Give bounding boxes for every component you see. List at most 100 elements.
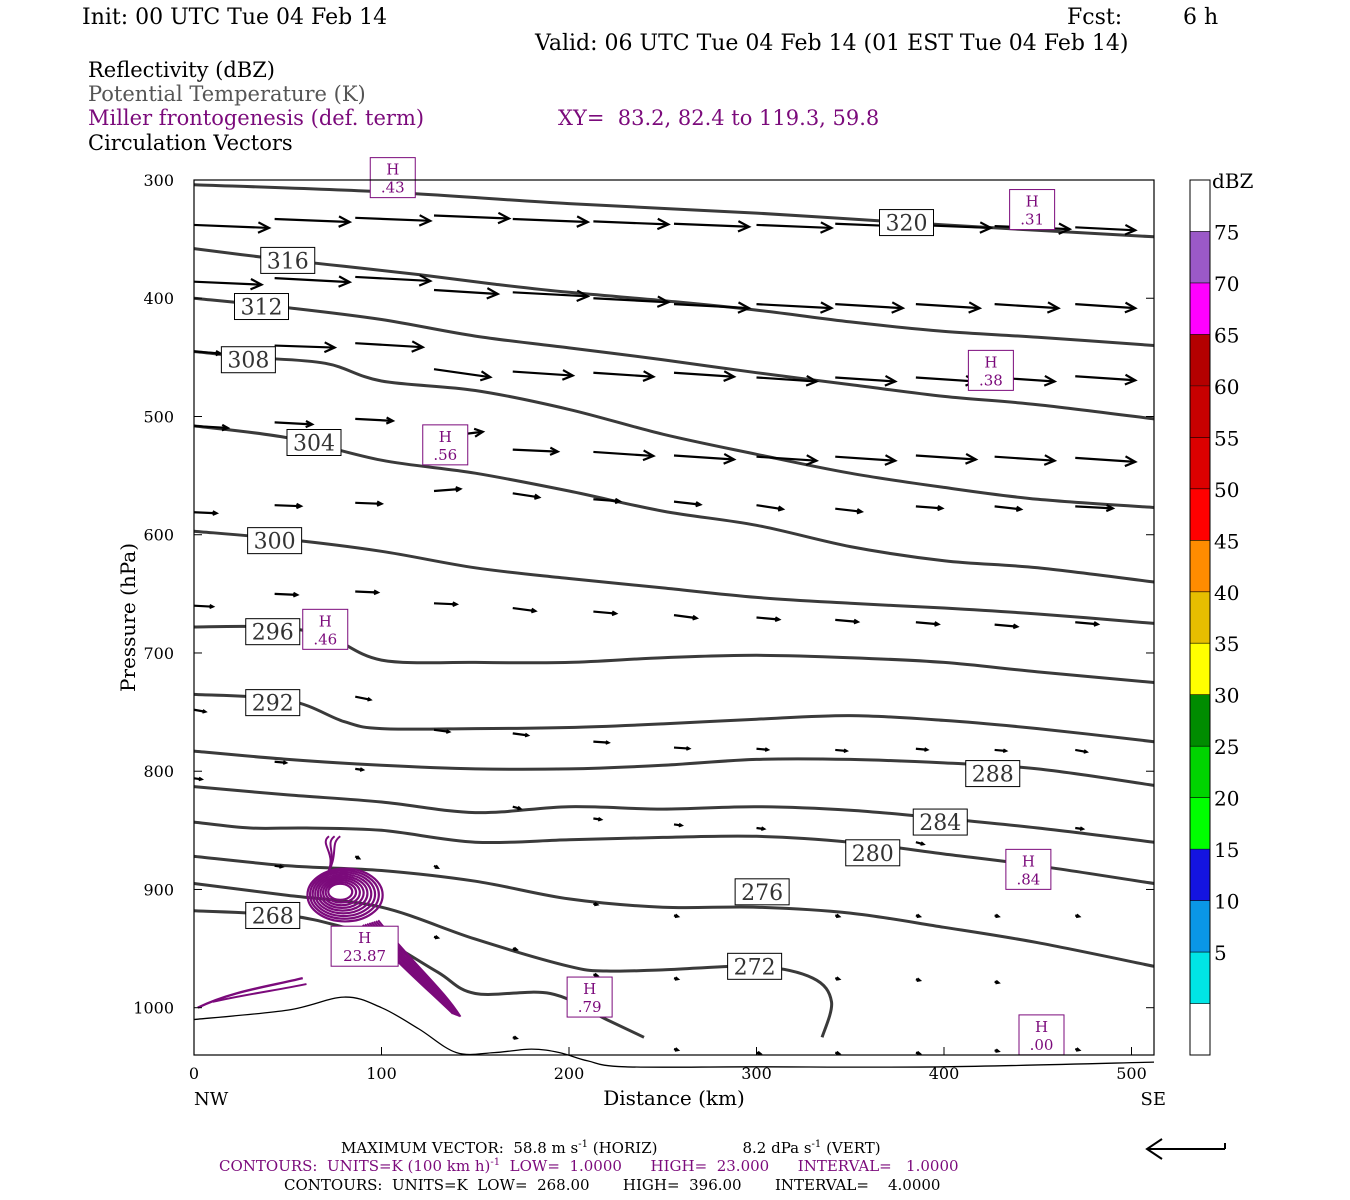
maximum-box [369,157,416,199]
colorbar-tick-label: 35 [1214,632,1239,656]
vector-arrowhead [1075,1047,1082,1052]
vector-arrowhead [473,427,486,438]
vector-arrowhead [853,618,861,625]
vector-arrowhead [843,748,850,754]
vector-arrowhead [376,500,385,507]
maximum-high-label: H [583,980,596,998]
frontogenesis-max-ring [319,877,365,910]
circulation-vector [1075,303,1136,310]
maximum-value-label: .38 [979,371,1003,389]
vector-arrowhead [965,453,979,465]
circulation-vector [673,222,750,228]
theta-label-box [245,618,301,646]
theta-label-box [220,346,276,374]
colorbar-tick-label: 5 [1214,941,1227,965]
vector-arrowhead [593,901,600,907]
legend-circulation-vectors: Circulation Vectors [88,131,293,155]
x-tick-label: 100 [366,1064,397,1083]
vector-arrowhead [530,607,538,614]
theta-label-text: 276 [741,881,783,906]
vector-arrowhead [338,275,353,288]
vector-arrowhead [455,486,463,493]
theta-contour-info: CONTOURS: UNITS=K LOW= 268.00 HIGH= 396.… [284,1176,941,1194]
vector-arrowhead [373,589,381,596]
theta-label-text: 272 [734,955,776,980]
vector-arrowhead [212,510,220,516]
theta-label-300: 300 [247,527,303,555]
vector-arrowhead [856,508,865,515]
vector-arrowhead [923,747,930,752]
vector-arrowhead [737,220,752,233]
frontogenesis-max-ring [308,869,380,920]
circulation-vector [835,507,862,513]
circulation-vector [673,454,735,461]
vector-arrowhead [979,221,994,234]
circulation-vector [512,492,540,499]
theta-label-296: 296 [245,618,301,646]
vector-arrowhead [513,1035,519,1040]
theta-contour-316 [193,247,1155,347]
vector-arrowhead [757,1050,763,1056]
colorbar-unit: dBZ [1212,169,1254,193]
theta-label-288: 288 [965,760,1021,788]
vector-arrowhead [497,211,512,225]
vector-arrowhead [968,301,983,314]
vector-arrowhead [723,453,737,465]
x-tick-label: 500 [1116,1064,1147,1083]
circulation-vector [994,303,1059,310]
frontogenesis-maximum: H.38 [967,349,1014,391]
theta-label-box [879,209,934,237]
vector-arrowhead [656,295,671,308]
theta-label-text: 280 [852,842,894,867]
vector-arrowhead [215,350,223,357]
vector-arrowhead [282,760,289,765]
vector-arrowhead [1015,505,1024,513]
maximum-value-label: .46 [313,630,337,648]
vector-arrowhead [593,972,600,978]
maximum-high-label: H [319,612,332,630]
circulation-vector [756,616,780,621]
vector-arrowhead [576,289,591,302]
axes: 300 400 500 600 700 800 900 1000 0 100 200 300 400 50… [116,171,1166,1110]
theta-label-box [912,808,968,836]
colorbar-bin [1190,180,1210,232]
vector-arrowhead [614,497,623,505]
circulation-vector [512,448,558,453]
frontogenesis-max-ring [311,871,377,918]
vector-arrowhead [835,976,842,981]
theta-label-text: 296 [252,621,294,646]
circulation-vector [274,592,298,596]
vector-arrowhead [355,855,362,860]
colorbar-bin [1190,488,1210,541]
frontogenesis-band [324,835,341,879]
circulation-vector [756,504,783,511]
vector-arrowhead [385,416,396,425]
terrain-surface [193,996,1155,1068]
vector-arrowhead [605,740,611,745]
theta-label-276: 276 [734,878,790,906]
maximum-value-label: .79 [578,998,602,1016]
theta-label-box [845,839,901,867]
maximum-value-label: .00 [1030,1036,1054,1054]
vector-arrowhead [434,864,440,870]
circulation-vector [994,455,1055,462]
circulation-vector [593,220,669,226]
vector-arrowhead [549,446,561,456]
vector-arrowhead [995,913,1001,919]
vector-arrowhead [513,946,519,952]
vector-arrowhead [891,301,906,314]
vector-arrowhead [1079,826,1086,831]
theta-label-text: 312 [241,296,283,321]
circulation-vector [274,421,313,426]
vector-arrowhead [486,287,501,300]
circulation-vector [355,590,378,594]
y-tick-label: 300 [143,171,174,190]
maximum-box [330,925,399,967]
colorbar-bin [1190,282,1210,335]
colorbar-bin [1190,385,1210,438]
vector-arrowhead [221,423,231,432]
circulation-vector [593,371,654,378]
legend-potential-temperature: Potential Temperature (K) [88,82,366,106]
vector-arrowhead [323,341,338,354]
vector-arrowhead [934,621,941,627]
